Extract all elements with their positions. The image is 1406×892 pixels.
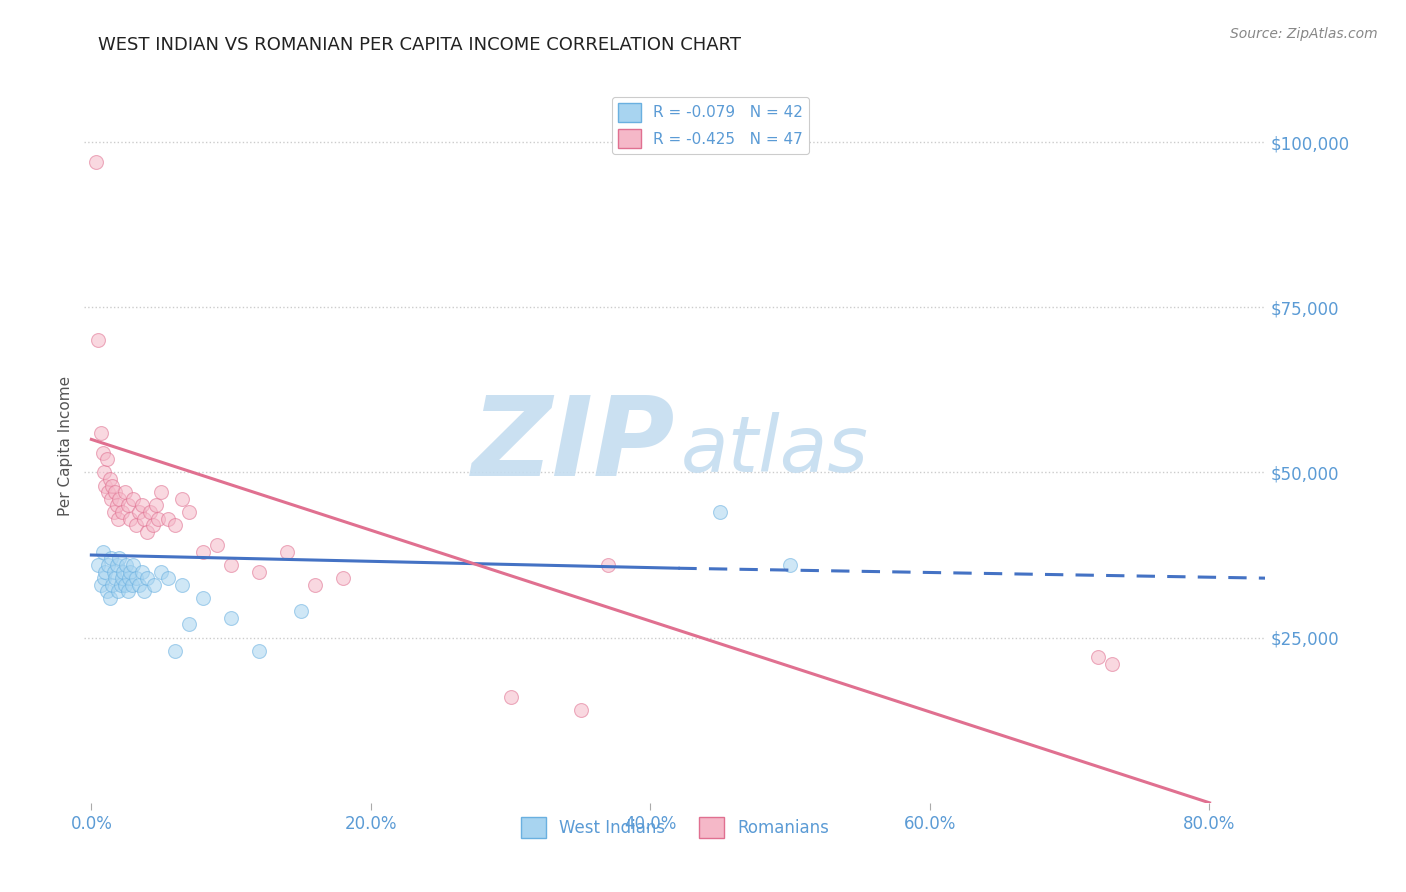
Point bbox=[179, 617, 201, 632]
Point bbox=[105, 499, 128, 513]
Point bbox=[114, 485, 136, 500]
Point bbox=[779, 558, 801, 572]
Point bbox=[125, 518, 148, 533]
Point bbox=[104, 485, 127, 500]
Point bbox=[97, 485, 120, 500]
Point bbox=[120, 511, 142, 525]
Point bbox=[91, 545, 114, 559]
Point bbox=[112, 565, 135, 579]
Point bbox=[142, 518, 165, 533]
Text: WEST INDIAN VS ROMANIAN PER CAPITA INCOME CORRELATION CHART: WEST INDIAN VS ROMANIAN PER CAPITA INCOM… bbox=[98, 36, 741, 54]
Point bbox=[115, 558, 138, 572]
Point bbox=[122, 558, 145, 572]
Point bbox=[121, 578, 143, 592]
Point bbox=[87, 558, 110, 572]
Point bbox=[108, 551, 131, 566]
Point bbox=[93, 571, 115, 585]
Point bbox=[219, 611, 242, 625]
Point bbox=[157, 511, 180, 525]
Point bbox=[90, 425, 112, 440]
Point bbox=[87, 333, 110, 347]
Point bbox=[157, 571, 180, 585]
Point bbox=[1101, 657, 1123, 671]
Point bbox=[134, 584, 156, 599]
Point bbox=[101, 578, 124, 592]
Point bbox=[150, 485, 173, 500]
Point bbox=[107, 584, 129, 599]
Point bbox=[97, 558, 120, 572]
Point bbox=[105, 558, 128, 572]
Point bbox=[131, 565, 153, 579]
Point bbox=[104, 571, 127, 585]
Point bbox=[108, 491, 131, 506]
Point bbox=[122, 491, 145, 506]
Point bbox=[94, 478, 117, 492]
Point bbox=[128, 578, 150, 592]
Point bbox=[90, 578, 112, 592]
Legend: West Indians, Romanians: West Indians, Romanians bbox=[515, 811, 835, 845]
Point bbox=[332, 571, 354, 585]
Point bbox=[100, 491, 122, 506]
Point bbox=[120, 565, 142, 579]
Point bbox=[98, 591, 121, 605]
Point bbox=[569, 703, 592, 717]
Point bbox=[290, 604, 312, 618]
Point bbox=[96, 452, 118, 467]
Point bbox=[219, 558, 242, 572]
Point bbox=[1087, 650, 1109, 665]
Point bbox=[84, 154, 107, 169]
Point bbox=[131, 499, 153, 513]
Point bbox=[93, 466, 115, 480]
Point bbox=[101, 478, 124, 492]
Point bbox=[117, 499, 139, 513]
Point bbox=[598, 558, 620, 572]
Point bbox=[134, 511, 156, 525]
Point bbox=[111, 571, 134, 585]
Point bbox=[165, 644, 187, 658]
Point bbox=[114, 578, 136, 592]
Point bbox=[111, 505, 134, 519]
Point bbox=[128, 505, 150, 519]
Text: atlas: atlas bbox=[681, 411, 869, 488]
Point bbox=[150, 565, 173, 579]
Point bbox=[136, 571, 159, 585]
Point bbox=[709, 505, 731, 519]
Point bbox=[91, 445, 114, 459]
Point bbox=[304, 578, 326, 592]
Point bbox=[139, 505, 162, 519]
Text: ZIP: ZIP bbox=[471, 392, 675, 500]
Point bbox=[191, 545, 214, 559]
Point bbox=[96, 584, 118, 599]
Point bbox=[179, 505, 201, 519]
Point bbox=[110, 578, 132, 592]
Point bbox=[247, 565, 270, 579]
Point bbox=[172, 491, 194, 506]
Point bbox=[143, 578, 166, 592]
Point bbox=[136, 524, 159, 539]
Point bbox=[165, 518, 187, 533]
Point bbox=[98, 472, 121, 486]
Point bbox=[117, 584, 139, 599]
Point bbox=[148, 511, 170, 525]
Point bbox=[499, 690, 522, 704]
Point bbox=[172, 578, 194, 592]
Point bbox=[107, 511, 129, 525]
Point bbox=[125, 571, 148, 585]
Point bbox=[145, 499, 167, 513]
Y-axis label: Per Capita Income: Per Capita Income bbox=[58, 376, 73, 516]
Point bbox=[100, 551, 122, 566]
Text: Source: ZipAtlas.com: Source: ZipAtlas.com bbox=[1230, 27, 1378, 41]
Point bbox=[247, 644, 270, 658]
Point bbox=[276, 545, 298, 559]
Point bbox=[118, 571, 141, 585]
Point bbox=[205, 538, 228, 552]
Point bbox=[94, 565, 117, 579]
Point bbox=[191, 591, 214, 605]
Point bbox=[103, 565, 125, 579]
Point bbox=[103, 505, 125, 519]
